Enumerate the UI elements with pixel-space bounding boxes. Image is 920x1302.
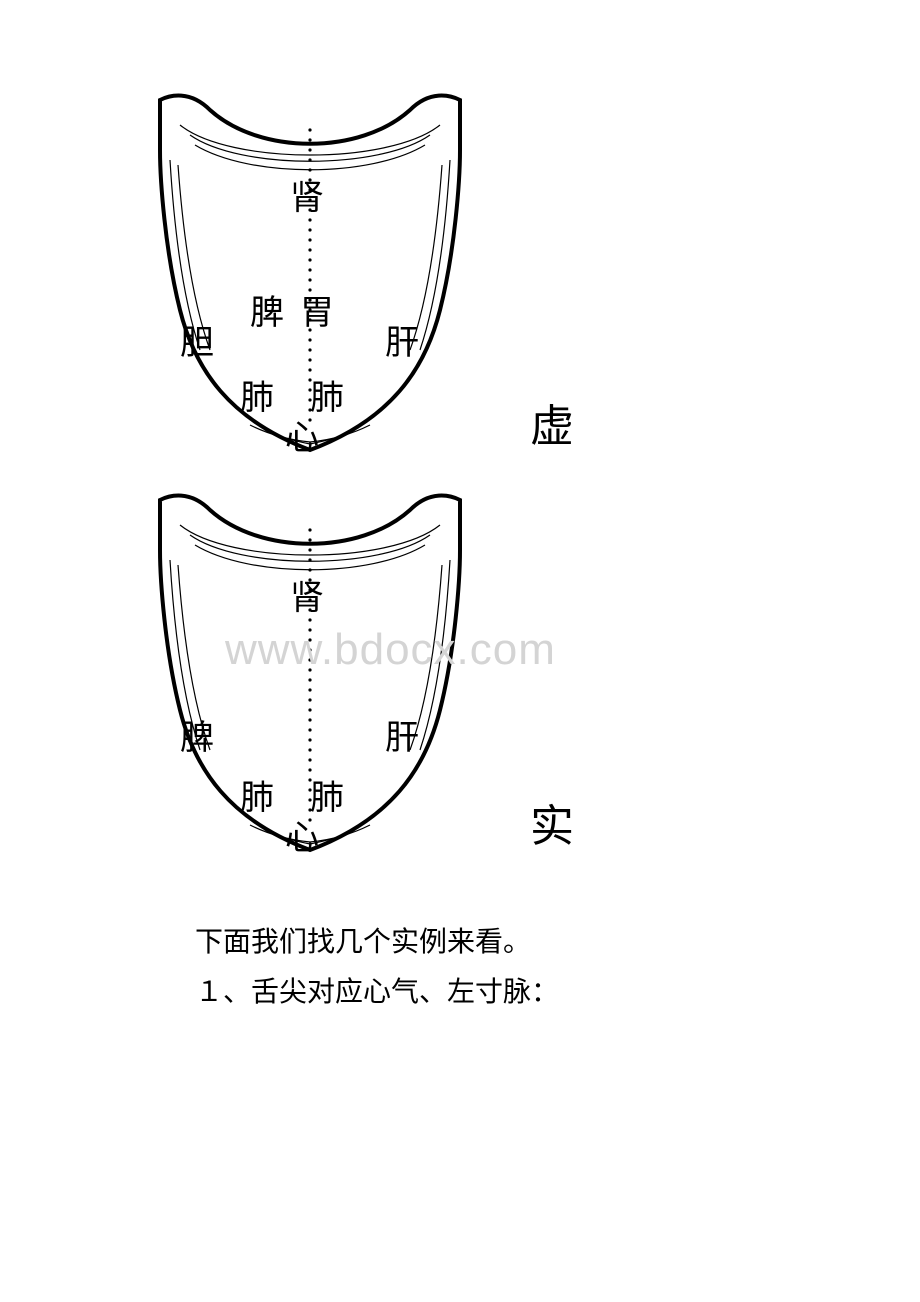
figure-side-label-xu: 虚 <box>530 390 574 454</box>
body-line-1: 下面我们找几个实例来看。 <box>195 920 531 960</box>
zone-label-gan: 肝 <box>385 315 419 364</box>
zone-label-dan: 胆 <box>180 315 214 364</box>
zone-label-gan: 肝 <box>385 710 419 759</box>
body-line-2: １、舌尖对应心气、左寸脉： <box>195 970 559 1010</box>
zone-label-fei-l: 肺 <box>240 770 274 819</box>
zone-label-shen: 肾 <box>290 170 324 219</box>
zone-label-xin: 心 <box>285 410 319 459</box>
figure-side-label-shi: 实 <box>530 790 574 854</box>
zone-label-pi: 脾 <box>250 285 284 334</box>
zone-label-wei: 胃 <box>300 285 334 334</box>
tongue-figure-xu: 肾 脾 胃 胆 肝 肺 肺 心 <box>140 90 480 460</box>
tongue-figure-shi: 肾 脾 肝 肺 肺 心 <box>140 490 480 860</box>
zone-label-shen: 肾 <box>290 570 324 619</box>
zone-label-pi: 脾 <box>180 710 214 759</box>
zone-label-fei-l: 肺 <box>240 370 274 419</box>
zone-label-xin: 心 <box>285 810 319 859</box>
